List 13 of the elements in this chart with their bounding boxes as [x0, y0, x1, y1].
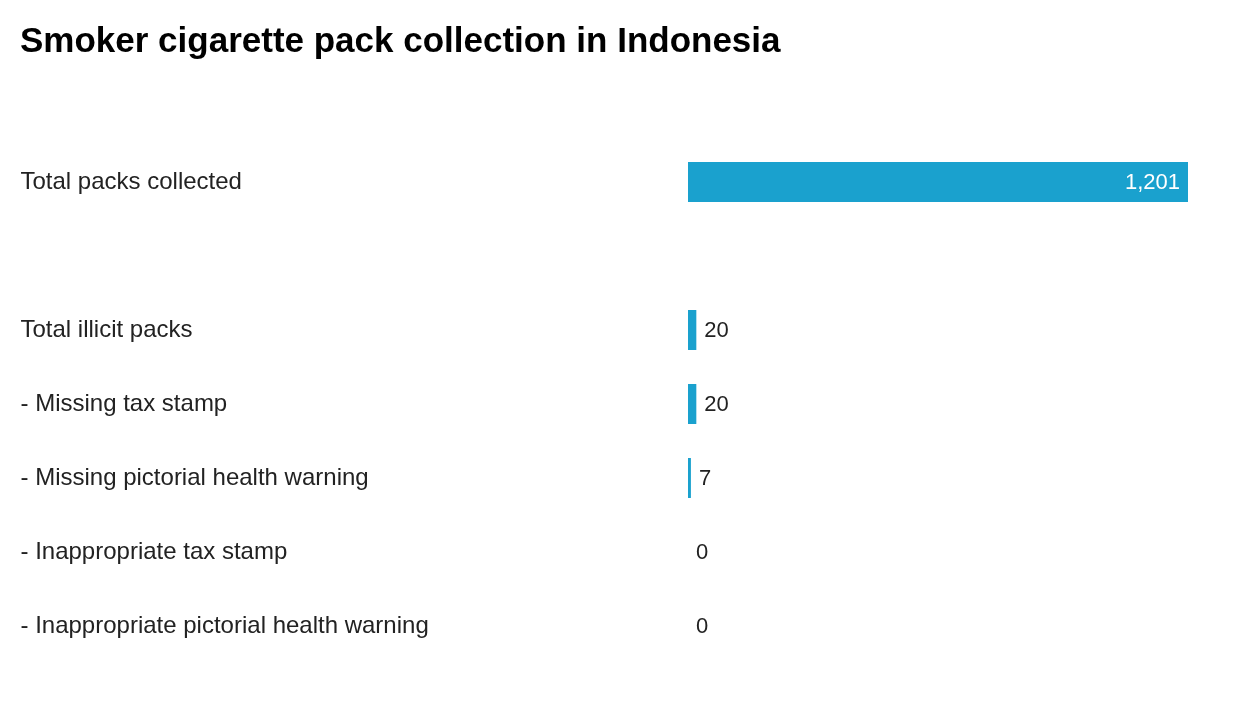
data-label: 20	[704, 391, 729, 416]
y-tick-label: - Missing tax stamp	[20, 389, 228, 416]
text: Smoker cigarette pack collection in Indonesia	[20, 20, 781, 60]
y-tick-label: - Inappropriate pictorial health warning	[20, 611, 429, 638]
data-label: 0	[696, 539, 709, 564]
y-tick-label: Total illicit packs	[20, 315, 193, 342]
data-label: 20	[704, 317, 729, 342]
data-label: 1,201	[1124, 169, 1180, 194]
data-label: 7	[698, 465, 712, 490]
y-tick-label: Total packs collected	[20, 167, 242, 194]
data-label: 0	[696, 613, 709, 638]
y-tick-label: - Inappropriate tax stamp	[20, 537, 288, 564]
y-tick-label: - Missing pictorial health warning	[20, 463, 369, 490]
